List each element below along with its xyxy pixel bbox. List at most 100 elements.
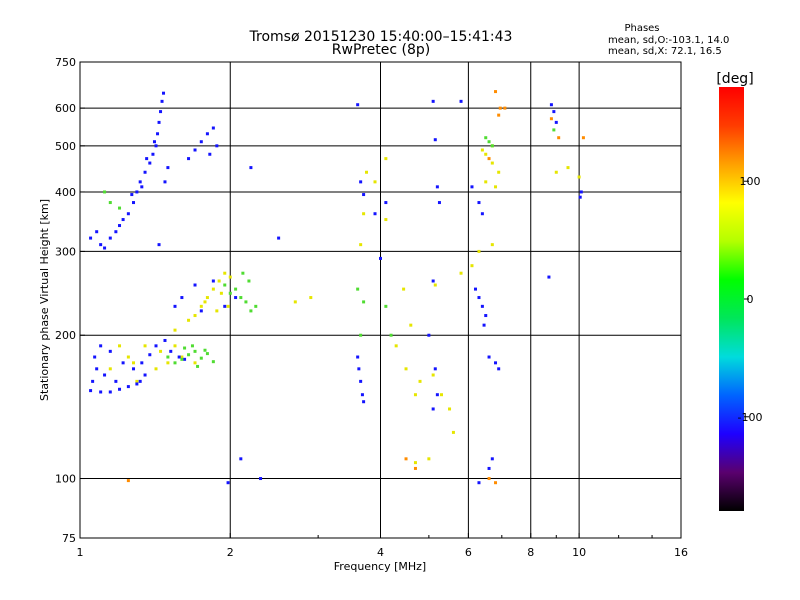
data-point — [223, 304, 227, 308]
data-point — [163, 338, 167, 342]
data-point — [108, 349, 112, 353]
data-point — [431, 407, 435, 411]
data-point — [223, 283, 227, 287]
data-point — [143, 373, 147, 377]
data-point — [193, 361, 197, 365]
data-point — [199, 140, 203, 144]
data-point — [384, 157, 388, 161]
data-point — [126, 479, 130, 483]
data-point — [169, 349, 173, 353]
data-point — [183, 357, 187, 361]
data-point — [362, 193, 366, 197]
data-point — [234, 287, 238, 291]
data-point — [108, 236, 112, 240]
data-point — [418, 379, 422, 383]
data-point — [365, 170, 369, 174]
data-point — [187, 157, 191, 161]
data-point — [135, 382, 139, 386]
data-point — [357, 367, 361, 371]
data-point — [494, 185, 498, 189]
data-point — [356, 355, 360, 359]
data-point — [151, 152, 155, 156]
x-axis-ticks: 1 2 4 6 8 10 16 — [77, 533, 688, 559]
data-point — [203, 348, 207, 352]
data-point — [140, 361, 144, 365]
data-point — [157, 243, 161, 247]
data-point — [477, 296, 481, 300]
data-point — [480, 304, 484, 308]
data-point — [152, 140, 156, 144]
data-point — [490, 457, 494, 461]
data-point — [413, 466, 417, 470]
data-point — [484, 152, 488, 156]
data-point — [187, 318, 191, 322]
colorbar-tick-label: -100 — [738, 411, 763, 424]
x-tick-label: 1 — [77, 546, 84, 559]
data-point — [228, 275, 232, 279]
data-point — [205, 296, 209, 300]
data-point — [159, 110, 163, 114]
data-point — [433, 283, 437, 287]
data-point — [480, 148, 484, 152]
data-point — [223, 271, 227, 275]
data-point — [247, 279, 251, 283]
data-point — [362, 400, 366, 404]
data-point — [187, 353, 191, 357]
y-axis-label: Stationary phase Virtual Height [km] — [38, 199, 51, 401]
data-point — [473, 287, 477, 291]
data-point — [215, 309, 219, 313]
data-point — [143, 170, 147, 174]
data-point — [487, 466, 491, 470]
data-point — [566, 166, 570, 170]
data-point — [490, 161, 494, 165]
data-point — [211, 360, 215, 364]
data-point — [173, 344, 177, 348]
data-point — [484, 314, 488, 318]
data-point — [118, 344, 122, 348]
data-point — [121, 218, 125, 222]
data-point — [552, 128, 556, 132]
data-point — [459, 271, 463, 275]
data-point — [108, 201, 112, 205]
data-point — [362, 212, 366, 216]
data-point — [205, 352, 209, 356]
data-point — [413, 461, 417, 465]
data-point — [552, 110, 556, 114]
data-point — [173, 304, 177, 308]
data-point — [557, 136, 561, 140]
data-point — [435, 185, 439, 189]
data-point — [173, 328, 177, 332]
data-point — [95, 367, 99, 371]
data-point — [433, 138, 437, 142]
colorbar-tick-label: 100 — [740, 175, 761, 188]
data-point — [254, 304, 258, 308]
data-point — [180, 355, 184, 359]
data-point — [121, 361, 125, 365]
data-point — [89, 389, 93, 393]
data-point — [177, 355, 181, 359]
data-point — [226, 481, 230, 485]
y-tick-label: 300 — [55, 245, 76, 258]
data-point — [193, 283, 197, 287]
data-point — [427, 333, 431, 337]
data-point — [145, 157, 149, 161]
x-tick-label: 2 — [227, 546, 234, 559]
data-point — [259, 477, 263, 481]
data-point — [196, 364, 200, 368]
data-point — [490, 243, 494, 247]
data-points — [89, 90, 585, 485]
data-point — [487, 157, 491, 161]
grid-lines — [80, 62, 681, 538]
data-point — [208, 152, 212, 156]
data-point — [203, 300, 207, 304]
data-point — [211, 287, 215, 291]
data-point — [132, 201, 136, 205]
stats-line-o: mean, sd,O:-103.1, 14.0 — [608, 35, 729, 46]
data-point — [148, 353, 152, 357]
data-point — [359, 333, 363, 337]
data-point — [163, 180, 167, 184]
y-tick-label: 750 — [55, 56, 76, 69]
data-point — [154, 344, 158, 348]
data-point — [459, 99, 463, 103]
